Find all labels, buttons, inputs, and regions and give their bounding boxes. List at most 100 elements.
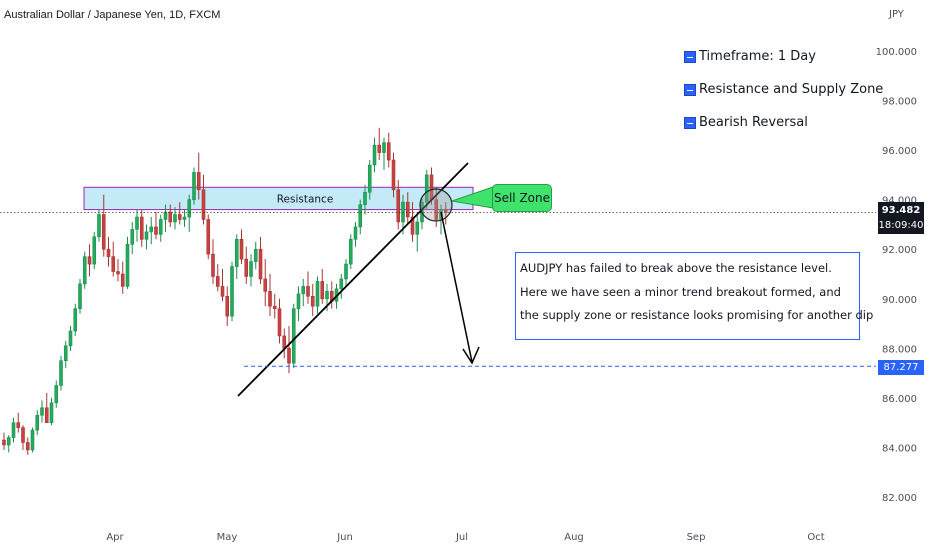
y-tick-label: 86.000 (882, 394, 917, 405)
candle-body (282, 335, 287, 349)
time-axis[interactable]: Apr May Jun Jul Aug Sep Oct (106, 532, 824, 543)
breakout-circle (419, 188, 453, 222)
candle-body (301, 286, 306, 295)
candle-body (30, 429, 35, 451)
x-tick-label: Sep (687, 532, 706, 543)
candle-body (87, 256, 92, 265)
drawing-overlay (0, 162, 876, 397)
candle-body (139, 216, 144, 240)
candle-body (116, 271, 120, 275)
legend-item-resistance[interactable]: Resistance and Supply Zone (684, 82, 883, 97)
candle-body (144, 231, 149, 240)
candle-body (239, 239, 244, 260)
candlestick-series (2, 127, 448, 455)
candle-body (111, 256, 116, 272)
candle-body (263, 278, 268, 292)
candle-body (396, 189, 401, 223)
bar-countdown: 18:09:40 (878, 220, 924, 231)
candle-body (215, 276, 220, 287)
candle-body (125, 243, 130, 287)
resistance-label: Resistance (277, 193, 334, 205)
candle-body (344, 263, 348, 280)
candle-body (358, 204, 363, 228)
candle-body (405, 201, 410, 218)
candle-body (16, 422, 21, 428)
candle-body (348, 239, 353, 265)
minus-square-icon (684, 83, 696, 96)
candle-body (353, 226, 358, 240)
candle-body (225, 295, 230, 317)
candle-body (25, 442, 30, 451)
candle-body (372, 144, 377, 166)
legend-label: Bearish Reversal (699, 115, 808, 130)
candle-body (272, 305, 277, 309)
candle-body (401, 201, 405, 223)
legend-item-bearish[interactable]: Bearish Reversal (684, 115, 808, 130)
x-tick-label: Jun (336, 532, 353, 543)
candle-body (6, 437, 11, 446)
candle-body (220, 286, 225, 297)
candle-body (315, 281, 320, 307)
x-tick-label: May (217, 532, 238, 543)
candle-body (44, 407, 49, 423)
candle-body (244, 258, 249, 277)
currency-unit: JPY (889, 9, 904, 20)
x-tick-label: Apr (106, 532, 124, 543)
candle-body (63, 345, 68, 362)
candle-body (35, 414, 40, 431)
last-price-label: 93.482 18:09:40 (878, 202, 924, 234)
candle-body (2, 439, 6, 446)
candle-body (135, 216, 139, 230)
trend-line (237, 162, 469, 397)
candle-body (434, 199, 439, 220)
candle-body (410, 216, 415, 235)
candle-body (177, 214, 182, 220)
candle-body (154, 226, 158, 235)
candle-body (325, 291, 329, 300)
candle-body (424, 174, 429, 203)
candle-body (196, 172, 201, 191)
candle-body (187, 199, 192, 218)
candle-body (97, 214, 101, 238)
y-tick-label: 96.000 (882, 146, 917, 157)
analysis-note[interactable]: AUDJPY has failed to break above the res… (515, 252, 873, 340)
price-axis[interactable]: 82.000 84.000 86.000 88.000 90.000 92.000 94.0… (876, 47, 917, 504)
candle-body (320, 281, 325, 300)
candle-body (287, 348, 291, 364)
candle-body (68, 330, 73, 347)
candle-body (49, 402, 54, 423)
symbol-title: Australian Dollar / Japanese Yen, 1D, FX… (4, 9, 221, 21)
candle-body (306, 286, 310, 297)
candle-body (82, 256, 87, 285)
note-line: AUDJPY has failed to break above the res… (520, 261, 832, 275)
candle-body (59, 360, 63, 386)
candle-body (339, 278, 344, 290)
sell-zone-callout[interactable]: Sell Zone (492, 184, 552, 212)
candle-body (310, 295, 315, 307)
candle-body (106, 248, 111, 257)
candle-body (363, 191, 367, 205)
x-tick-label: Oct (807, 532, 824, 543)
candle-body (158, 219, 163, 235)
last-price-value: 93.482 (881, 205, 921, 216)
x-tick-label: Aug (564, 532, 584, 543)
candle-body (291, 308, 296, 364)
candle-body (253, 248, 258, 262)
candle-body (101, 214, 106, 250)
target-level-label: 87.277 (878, 360, 924, 375)
y-tick-label: 94.000 (882, 196, 917, 207)
candle-body (173, 214, 177, 223)
bearish-arrow-head (462, 346, 480, 365)
legend-item-timeframe[interactable]: Timeframe: 1 Day (684, 49, 816, 64)
y-tick-label: 84.000 (882, 443, 917, 454)
y-tick-label: 90.000 (882, 295, 917, 306)
candle-body (382, 142, 386, 153)
candle-body (192, 172, 196, 200)
candle-body (92, 236, 97, 265)
y-tick-label: 98.000 (882, 97, 917, 108)
candle-body (168, 211, 173, 223)
candle-body (120, 273, 125, 287)
candle-body (230, 266, 234, 317)
